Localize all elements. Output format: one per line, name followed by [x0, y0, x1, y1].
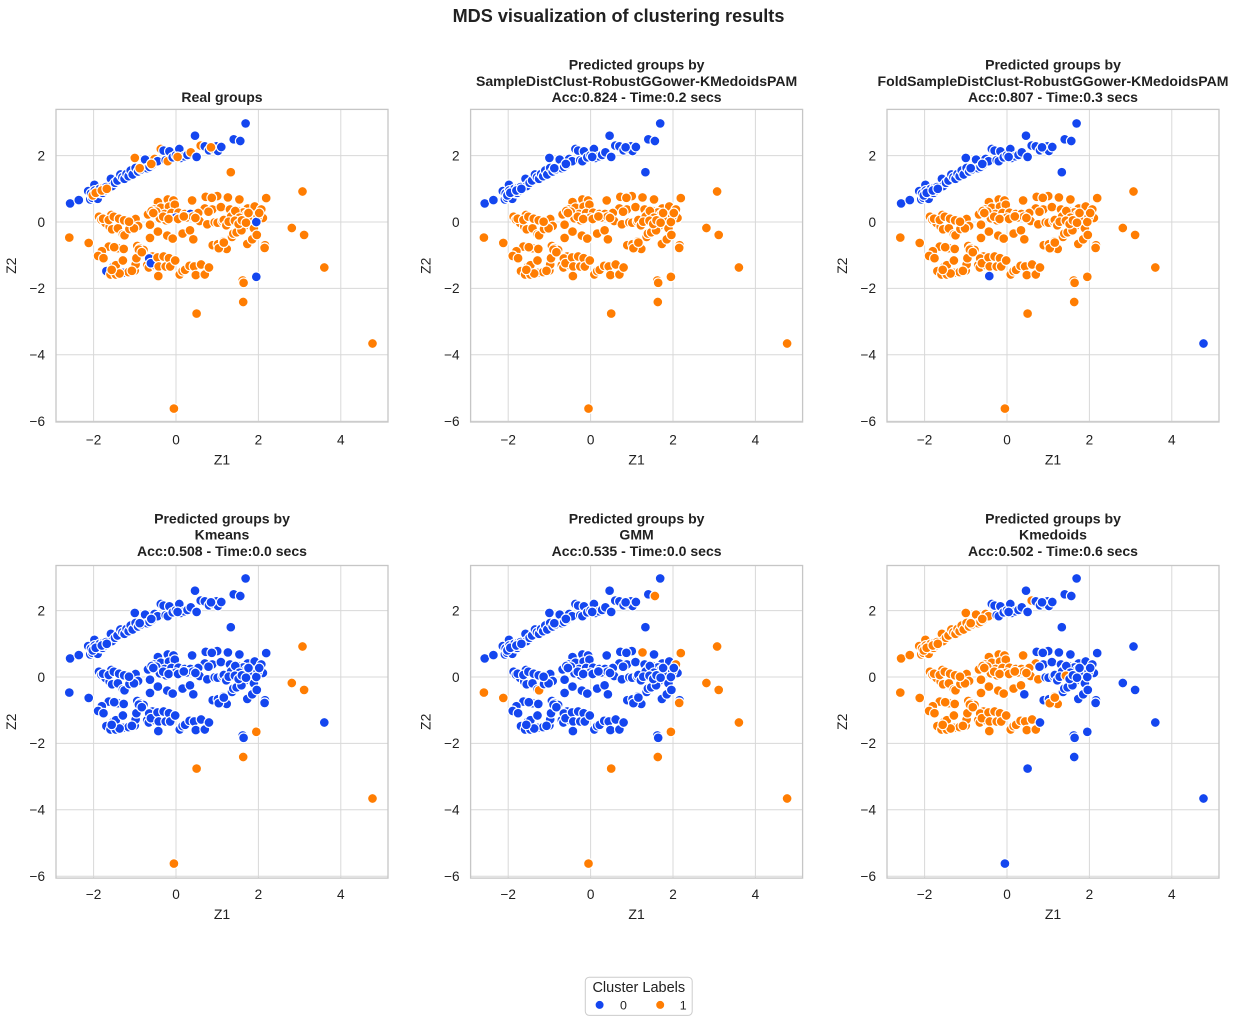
- svg-text:Acc:0.502 - Time:0.6 secs: Acc:0.502 - Time:0.6 secs: [968, 543, 1138, 559]
- svg-text:−2: −2: [917, 432, 933, 447]
- svg-text:Z1: Z1: [214, 906, 231, 922]
- svg-text:4: 4: [337, 432, 345, 447]
- svg-text:2: 2: [1086, 887, 1094, 902]
- svg-text:0: 0: [868, 670, 876, 685]
- svg-text:2: 2: [255, 887, 263, 902]
- svg-text:Z1: Z1: [1045, 451, 1062, 467]
- svg-text:0: 0: [587, 432, 595, 447]
- svg-text:4: 4: [752, 432, 760, 447]
- svg-text:−2: −2: [86, 887, 102, 902]
- svg-text:−6: −6: [861, 869, 877, 884]
- svg-text:−2: −2: [444, 281, 460, 296]
- svg-text:−2: −2: [500, 887, 516, 902]
- svg-text:Z1: Z1: [628, 451, 645, 467]
- svg-text:Z2: Z2: [3, 257, 19, 274]
- svg-text:−4: −4: [30, 803, 46, 818]
- svg-text:Predicted groups by: Predicted groups by: [569, 57, 705, 73]
- svg-text:Z2: Z2: [418, 713, 434, 730]
- svg-text:Z2: Z2: [418, 257, 434, 274]
- svg-text:4: 4: [1168, 887, 1176, 902]
- svg-text:Cluster Labels: Cluster Labels: [592, 980, 685, 996]
- svg-text:Z2: Z2: [834, 713, 850, 730]
- svg-text:0: 0: [452, 215, 460, 230]
- svg-text:−6: −6: [30, 414, 46, 429]
- svg-text:Acc:0.508 - Time:0.0 secs: Acc:0.508 - Time:0.0 secs: [137, 543, 307, 559]
- svg-text:Real groups: Real groups: [181, 89, 262, 105]
- svg-text:−6: −6: [444, 414, 460, 429]
- svg-text:2: 2: [868, 148, 876, 163]
- svg-text:Z1: Z1: [628, 906, 645, 922]
- svg-text:GMM: GMM: [619, 527, 653, 543]
- svg-text:Acc:0.535 - Time:0.0 secs: Acc:0.535 - Time:0.0 secs: [552, 543, 722, 559]
- svg-text:0: 0: [37, 670, 45, 685]
- svg-text:0: 0: [587, 887, 595, 902]
- svg-text:−6: −6: [30, 869, 46, 884]
- svg-text:2: 2: [1086, 432, 1094, 447]
- svg-text:4: 4: [752, 887, 760, 902]
- svg-text:−2: −2: [444, 736, 460, 751]
- svg-text:2: 2: [255, 432, 263, 447]
- svg-text:0: 0: [1003, 887, 1011, 902]
- svg-text:4: 4: [1168, 432, 1176, 447]
- svg-text:2: 2: [37, 603, 45, 618]
- svg-text:−2: −2: [30, 281, 46, 296]
- svg-text:2: 2: [669, 432, 677, 447]
- svg-text:Z2: Z2: [3, 713, 19, 730]
- svg-text:−6: −6: [444, 869, 460, 884]
- svg-text:−2: −2: [500, 432, 516, 447]
- svg-text:Predicted groups by: Predicted groups by: [569, 511, 705, 527]
- svg-text:2: 2: [868, 603, 876, 618]
- svg-text:−2: −2: [917, 887, 933, 902]
- svg-text:0: 0: [172, 432, 180, 447]
- svg-text:Predicted groups by: Predicted groups by: [985, 511, 1121, 527]
- svg-text:−4: −4: [444, 803, 460, 818]
- svg-text:Kmedoids: Kmedoids: [1019, 527, 1087, 543]
- svg-text:−4: −4: [444, 348, 460, 363]
- svg-text:−4: −4: [30, 348, 46, 363]
- svg-text:0: 0: [172, 887, 180, 902]
- svg-text:2: 2: [669, 887, 677, 902]
- svg-text:Kmeans: Kmeans: [195, 527, 250, 543]
- svg-text:−2: −2: [861, 736, 877, 751]
- svg-text:−4: −4: [861, 803, 877, 818]
- svg-text:Z1: Z1: [214, 451, 231, 467]
- svg-text:−2: −2: [861, 281, 877, 296]
- svg-text:SampleDistClust-RobustGGower-K: SampleDistClust-RobustGGower-KMedoidsPAM: [476, 73, 797, 89]
- svg-text:Acc:0.807 - Time:0.3 secs: Acc:0.807 - Time:0.3 secs: [968, 89, 1138, 105]
- svg-text:−2: −2: [30, 736, 46, 751]
- svg-text:Acc:0.824 - Time:0.2 secs: Acc:0.824 - Time:0.2 secs: [552, 89, 722, 105]
- svg-text:2: 2: [452, 148, 460, 163]
- svg-text:Predicted groups by: Predicted groups by: [985, 57, 1121, 73]
- svg-text:Predicted groups by: Predicted groups by: [154, 511, 290, 527]
- svg-text:Z2: Z2: [834, 257, 850, 274]
- svg-text:−6: −6: [861, 414, 877, 429]
- svg-text:0: 0: [1003, 432, 1011, 447]
- svg-text:2: 2: [452, 603, 460, 618]
- svg-text:0: 0: [620, 998, 627, 1012]
- svg-text:4: 4: [337, 887, 345, 902]
- svg-text:−4: −4: [861, 348, 877, 363]
- svg-text:1: 1: [680, 998, 687, 1012]
- svg-text:0: 0: [868, 215, 876, 230]
- svg-text:2: 2: [37, 148, 45, 163]
- svg-text:Z1: Z1: [1045, 906, 1062, 922]
- svg-text:0: 0: [452, 670, 460, 685]
- svg-text:−2: −2: [86, 432, 102, 447]
- svg-text:MDS visualization of clusterin: MDS visualization of clustering results: [453, 6, 785, 26]
- svg-text:FoldSampleDistClust-RobustGGow: FoldSampleDistClust-RobustGGower-KMedoid…: [878, 73, 1229, 89]
- svg-text:0: 0: [37, 215, 45, 230]
